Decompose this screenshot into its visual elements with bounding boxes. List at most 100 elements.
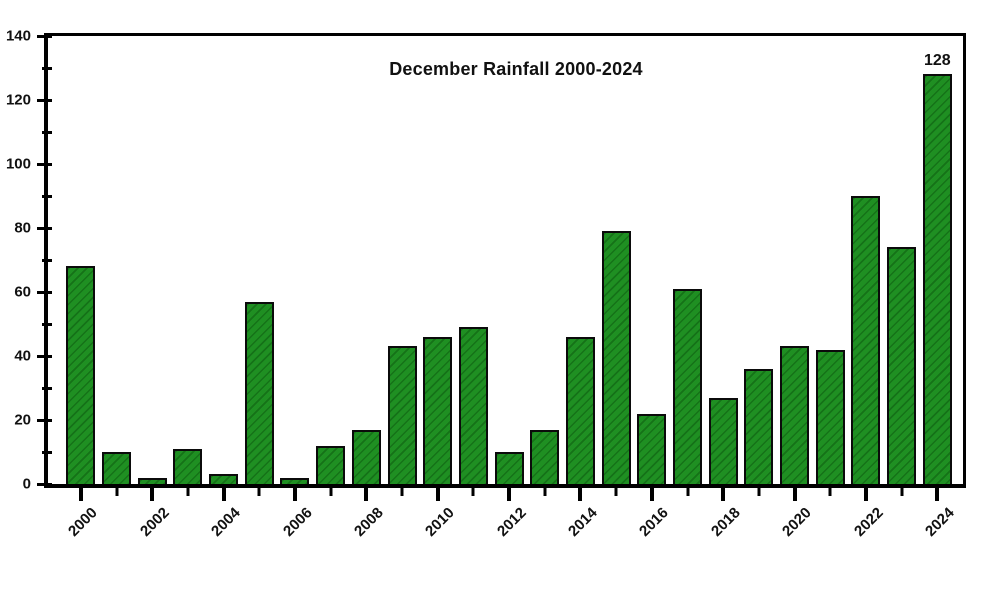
y-axis-label: 0 bbox=[22, 475, 31, 493]
bar-2023 bbox=[887, 247, 917, 484]
bar-2019 bbox=[744, 368, 774, 484]
bar-band-2003 bbox=[170, 36, 206, 496]
y-axis-label: 60 bbox=[14, 283, 31, 301]
bar-2003 bbox=[173, 448, 203, 484]
y-axis-major-tick bbox=[37, 290, 52, 294]
x-axis-minor-tick bbox=[186, 484, 190, 496]
y-axis-label: 120 bbox=[5, 91, 31, 109]
x-axis-label: 2000 bbox=[65, 504, 102, 540]
x-axis-major-tick bbox=[935, 484, 940, 501]
x-axis-minor-tick bbox=[329, 484, 333, 496]
bar-band-2020: 2020 bbox=[777, 36, 815, 540]
x-axis-label: 2006 bbox=[279, 504, 316, 540]
bar-2015 bbox=[601, 231, 631, 484]
x-axis-label: 2010 bbox=[422, 504, 459, 540]
x-axis-major-tick bbox=[578, 484, 583, 501]
x-axis-label: 2004 bbox=[208, 504, 244, 540]
bar-2004 bbox=[209, 474, 239, 484]
x-axis-major-tick bbox=[364, 484, 369, 501]
bar-band-2023 bbox=[884, 36, 920, 496]
x-axis-major-tick bbox=[150, 484, 155, 501]
bar-2010 bbox=[423, 336, 453, 484]
bar-band-2002: 2002 bbox=[134, 36, 173, 540]
bar-2011 bbox=[458, 327, 488, 484]
bar-2001 bbox=[102, 452, 132, 484]
x-axis-major-tick bbox=[649, 484, 654, 501]
bar-2012 bbox=[494, 452, 524, 484]
x-axis-minor-tick bbox=[686, 484, 690, 496]
plot-area: December Rainfall 2000-2024 2000 2002 2004… bbox=[6, 29, 966, 540]
x-axis-major-tick bbox=[435, 484, 440, 501]
x-axis-major-tick bbox=[792, 484, 797, 501]
bar-2021 bbox=[815, 349, 845, 484]
bar-band-2007 bbox=[313, 36, 349, 496]
bar-2000 bbox=[66, 266, 96, 484]
bar-band-2006: 2006 bbox=[277, 36, 315, 540]
bar-band-2022: 2022 bbox=[848, 36, 886, 540]
y-axis-major-tick bbox=[37, 34, 52, 38]
x-axis-label: 2024 bbox=[922, 504, 958, 540]
x-axis-minor-tick bbox=[543, 484, 547, 496]
bar-2013 bbox=[530, 429, 560, 484]
bar-2022 bbox=[851, 196, 881, 484]
x-axis-minor-tick bbox=[614, 484, 618, 496]
bar-band-2017 bbox=[670, 36, 706, 496]
y-axis-minor-tick bbox=[42, 322, 52, 326]
chart-title: December Rainfall 2000-2024 bbox=[389, 59, 643, 79]
y-axis-label: 140 bbox=[5, 27, 31, 45]
x-axis-label: 2016 bbox=[636, 504, 673, 540]
y-axis-minor-tick bbox=[42, 386, 52, 390]
y-axis-major-tick bbox=[37, 482, 52, 486]
y-axis-minor-tick bbox=[42, 258, 52, 262]
bars-container: 2000 2002 2004 2006 2008 2010 2012 2014 2016 2018… bbox=[48, 36, 963, 540]
bar-2017 bbox=[673, 288, 703, 484]
x-axis-label: 2002 bbox=[136, 504, 173, 540]
bar-2018 bbox=[708, 397, 738, 484]
bar-band-2016: 2016 bbox=[634, 36, 672, 540]
x-axis-minor-tick bbox=[115, 484, 119, 496]
y-axis-minor-tick bbox=[42, 130, 52, 134]
x-axis-minor-tick bbox=[257, 484, 261, 496]
y-axis-minor-tick bbox=[42, 450, 52, 454]
bar-2016 bbox=[637, 413, 667, 484]
x-axis-minor-tick bbox=[757, 484, 761, 496]
bar-band-2019 bbox=[741, 36, 777, 496]
bar-data-label: 128 bbox=[923, 52, 951, 70]
y-axis-minor-tick bbox=[42, 194, 52, 198]
bar-2014 bbox=[565, 336, 595, 484]
bar-band-2021 bbox=[812, 36, 848, 496]
x-axis-major-tick bbox=[863, 484, 868, 501]
y-axis-major-tick bbox=[37, 418, 52, 422]
x-axis-major-tick bbox=[78, 484, 83, 501]
bar-band-2009 bbox=[384, 36, 420, 496]
y-axis-label: 40 bbox=[14, 347, 31, 365]
x-axis-minor-tick bbox=[828, 484, 832, 496]
bar-2006 bbox=[280, 477, 310, 484]
bar-band-2008: 2008 bbox=[349, 36, 387, 540]
x-axis-label: 2020 bbox=[779, 504, 815, 540]
bar-band-2000: 2000 bbox=[63, 36, 101, 540]
y-axis-label: 20 bbox=[14, 411, 31, 429]
x-axis-label: 2008 bbox=[351, 504, 387, 540]
bar-band-2001 bbox=[99, 36, 135, 496]
bar-2007 bbox=[316, 445, 346, 484]
x-axis-minor-tick bbox=[400, 484, 404, 496]
x-axis-label: 2014 bbox=[565, 504, 601, 540]
bar-2002 bbox=[137, 477, 167, 484]
bar-band-2015 bbox=[598, 36, 634, 496]
bar-2020 bbox=[780, 346, 810, 484]
bar-band-2011 bbox=[456, 36, 492, 496]
y-axis-major-tick bbox=[37, 354, 52, 358]
y-axis-minor-tick bbox=[42, 66, 52, 70]
x-axis-major-tick bbox=[721, 484, 726, 501]
bar-2008 bbox=[351, 429, 381, 484]
x-axis-label: 2012 bbox=[493, 504, 530, 540]
bar-2009 bbox=[387, 346, 417, 484]
x-axis-label: 2018 bbox=[707, 504, 744, 540]
y-axis-major-tick bbox=[37, 226, 52, 230]
bar-band-2018: 2018 bbox=[705, 36, 744, 540]
y-axis-label: 100 bbox=[5, 155, 31, 173]
bar-band-2010: 2010 bbox=[420, 36, 458, 540]
x-axis-major-tick bbox=[292, 484, 297, 501]
